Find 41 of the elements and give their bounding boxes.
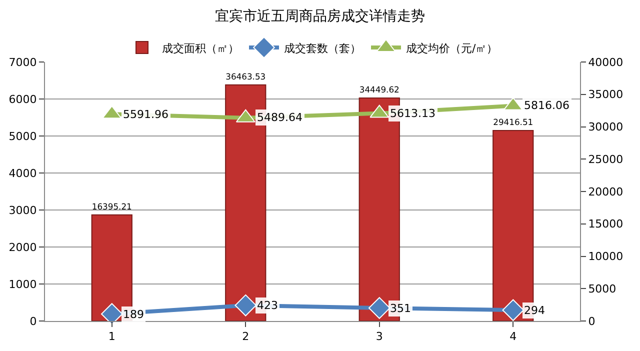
data-label: 351 — [390, 302, 411, 315]
legend-label: 成交面积（㎡） — [162, 42, 239, 55]
y2-tick-label: 10000 — [588, 250, 624, 264]
y-tick-label: 7000 — [8, 56, 37, 69]
point — [234, 294, 257, 316]
chart-title: 宜宾市近五周商品房成交详情走势 — [215, 8, 425, 24]
x-tick-label: 2 — [242, 330, 250, 344]
y2-tick-label: 15000 — [588, 218, 624, 231]
y2-tick-label: 40000 — [588, 56, 624, 69]
data-label: 5816.06 — [524, 99, 570, 112]
x-tick-label: 1 — [108, 330, 116, 344]
y2-tick-label: 5000 — [588, 282, 616, 296]
y2-tick-label: 0 — [588, 314, 596, 328]
y2-tick-label: 35000 — [588, 88, 624, 102]
y-tick-label: 3000 — [8, 204, 37, 217]
point — [502, 299, 524, 322]
data-label: 29416.51 — [493, 117, 534, 128]
data-label: 34449.62 — [359, 84, 400, 95]
data-label: 294 — [524, 304, 545, 317]
x-tick-label: 3 — [376, 330, 383, 344]
point — [100, 303, 123, 325]
x-tick-label: 4 — [510, 330, 517, 344]
y-tick-label: 4000 — [8, 166, 37, 180]
data-label: 16395.21 — [92, 202, 132, 212]
data-label: 5489.64 — [257, 111, 302, 124]
y-tick-label: 5000 — [8, 130, 37, 143]
y2-tick-label: 20000 — [588, 185, 624, 198]
y2-tick-label: 25000 — [588, 152, 624, 166]
legend-label: 成交套数（套） — [284, 42, 361, 55]
legend-label: 成交均价（元/㎡） — [406, 42, 498, 55]
data-label: 189 — [123, 308, 144, 321]
y-tick-label: 0 — [30, 314, 37, 328]
data-label: 423 — [257, 299, 278, 312]
y-tick-label: 1000 — [8, 278, 37, 291]
y2-tick-label: 30000 — [588, 120, 624, 134]
data-label: 36463.53 — [226, 72, 266, 82]
data-label: 5613.13 — [390, 107, 436, 120]
y-tick-label: 2000 — [8, 240, 37, 254]
data-label: 5591.96 — [123, 108, 168, 121]
y-tick-label: 6000 — [8, 92, 37, 106]
point — [368, 297, 390, 319]
